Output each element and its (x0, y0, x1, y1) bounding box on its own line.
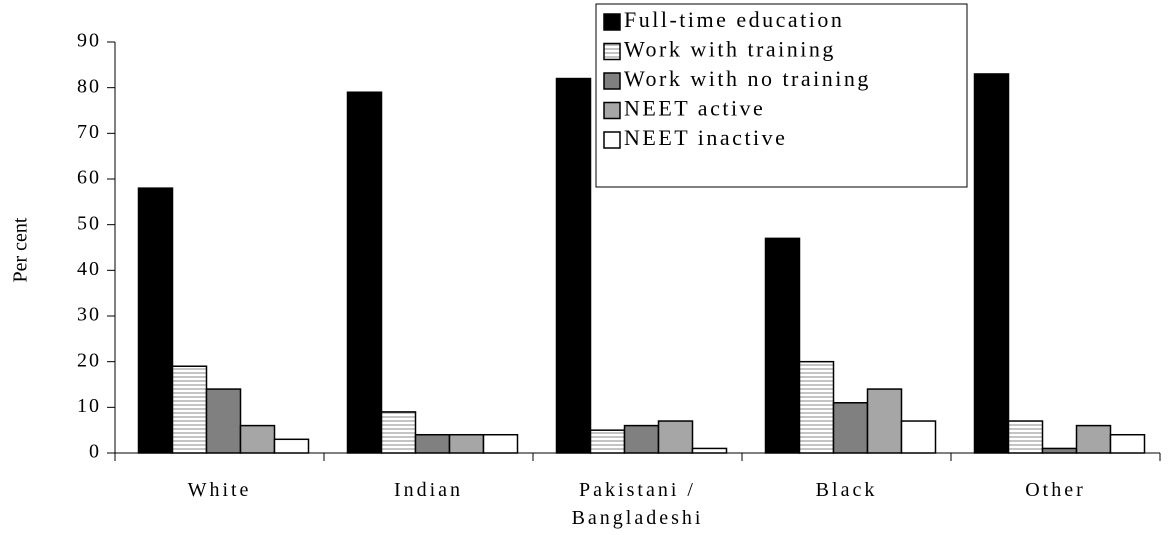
bar (1041, 447, 1078, 454)
x-tick-label: Indian (393, 479, 464, 501)
bar (555, 77, 592, 454)
bar (866, 388, 903, 454)
bar (832, 402, 869, 454)
bar (239, 424, 276, 454)
y-tick-label: 60 (77, 167, 101, 189)
y-tick-label: 90 (77, 30, 101, 52)
legend-swatch (603, 13, 621, 31)
bar (171, 365, 208, 454)
bar (1109, 433, 1146, 454)
bar (380, 411, 417, 454)
legend-label: Full-time education (624, 7, 844, 32)
bar (414, 433, 451, 454)
bar (657, 420, 694, 454)
y-tick-label: 40 (77, 258, 101, 280)
legend-swatch (603, 101, 621, 120)
x-tick-label: Pakistani / Bangladeshi (571, 479, 704, 529)
x-tick-label: White (187, 479, 252, 501)
legend-swatch (603, 72, 621, 90)
legend-swatch (603, 131, 621, 149)
bar (1075, 424, 1112, 454)
bar (798, 360, 835, 454)
bar (448, 433, 485, 454)
y-tick-label: 10 (77, 395, 101, 417)
y-axis-label: Per cent (10, 217, 32, 282)
legend-box (595, 3, 968, 188)
bar (623, 424, 660, 454)
legend-swatch (603, 42, 621, 61)
bar (1007, 420, 1044, 454)
bar (205, 388, 242, 454)
x-tick-label: Black (815, 479, 878, 501)
y-tick-label: 50 (77, 212, 101, 234)
bar (900, 420, 937, 454)
bar (346, 91, 383, 454)
legend-label: NEET active (624, 96, 765, 121)
y-tick-label: 80 (77, 75, 101, 97)
bar (973, 73, 1010, 454)
legend-label: Work with no training (624, 66, 871, 91)
y-tick-label: 20 (77, 349, 101, 371)
y-tick-label: 70 (77, 121, 101, 143)
bar (137, 187, 174, 454)
legend-label: NEET inactive (624, 125, 787, 150)
legend-label: Work with training (624, 37, 836, 62)
y-tick-label: 30 (77, 304, 101, 326)
x-tick-label: Other (1025, 479, 1086, 501)
bar (691, 447, 728, 454)
bar (764, 237, 801, 454)
bar (589, 429, 626, 454)
bar (482, 433, 519, 454)
bar (273, 438, 310, 454)
y-tick-label: 0 (89, 441, 101, 463)
